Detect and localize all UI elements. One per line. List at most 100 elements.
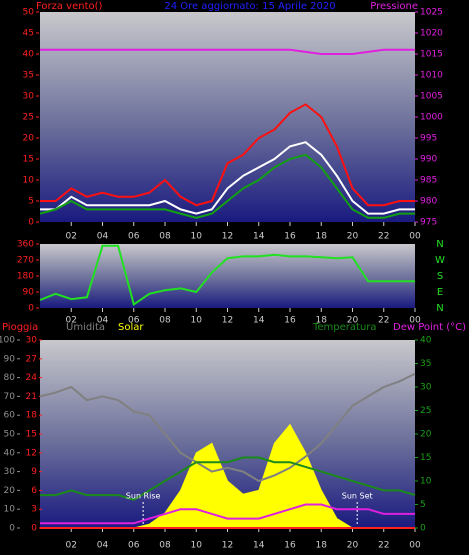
series-line — [39, 244, 415, 307]
y-tick-label: 1025 — [420, 8, 443, 18]
annotation-label: Sun Set — [342, 492, 373, 501]
y-tick-label: 30 — [420, 383, 432, 393]
x-tick-label: 18 — [316, 232, 328, 242]
series-line — [39, 153, 415, 219]
y-tick-label: 1015 — [420, 50, 443, 60]
x-tick-label: 10 — [191, 541, 203, 551]
direction-label: N — [436, 239, 443, 250]
y-tick-label: 1020 — [420, 29, 443, 39]
y-tick-label: 80 — [4, 373, 16, 383]
x-tick-label: 02 — [66, 316, 77, 326]
x-tick-label: 08 — [159, 316, 171, 326]
y-tick-label: 10 — [420, 477, 432, 487]
x-tick-label: 12 — [222, 316, 233, 326]
x-tick-label: 02 — [66, 541, 77, 551]
y-tick-label: 360 — [17, 240, 34, 250]
y-tick-label: 0 — [31, 524, 37, 534]
x-tick-label: 06 — [128, 541, 140, 551]
y-tick-label: 20 — [420, 430, 432, 440]
y-tick-label: 975 — [420, 218, 437, 228]
x-tick-label: 08 — [159, 541, 171, 551]
y-tick-label: 24 — [26, 373, 38, 383]
legend-entry: Temperatura — [312, 322, 377, 333]
x-tick-label: 14 — [253, 232, 265, 242]
y-tick-label: 20 — [4, 486, 16, 496]
y-tick-label: 3 — [31, 505, 37, 515]
x-tick-label: 14 — [253, 541, 265, 551]
x-tick-label: 04 — [97, 316, 109, 326]
y-tick-label: 40 — [23, 50, 35, 60]
plot-area — [40, 244, 415, 308]
y-tick-label: 45 — [23, 29, 34, 39]
x-tick-label: 18 — [316, 541, 328, 551]
direction-label: E — [437, 287, 443, 298]
y-tick-label: 990 — [420, 155, 437, 165]
y-tick-label: 1005 — [420, 92, 443, 102]
y-tick-label: 20 — [23, 134, 35, 144]
y-tick-label: 25 — [23, 113, 34, 123]
chart-title: 24 Ore aggiornato: 15 Aprile 2020 — [164, 1, 335, 12]
x-tick-label: 16 — [284, 232, 296, 242]
y-tick-label: 50 — [4, 430, 16, 440]
x-tick-label: 12 — [222, 232, 233, 242]
series-line — [40, 503, 415, 525]
y-tick-label: 15 — [420, 453, 431, 463]
annotation-label: Sun Rise — [126, 492, 161, 501]
x-tick-label: 00 — [409, 232, 421, 242]
y-tick-label: 10 — [23, 176, 35, 186]
y-tick-label: 50 — [23, 8, 35, 18]
legend-entry: Solar — [118, 322, 144, 333]
y-tick-label: 1000 — [420, 113, 443, 123]
plot-area — [40, 12, 415, 222]
y-tick-label: 6 — [31, 486, 37, 496]
y-tick-label: 10 — [4, 505, 16, 515]
y-tick-label: 100 — [0, 336, 15, 346]
x-tick-label: 20 — [347, 541, 359, 551]
x-tick-label: 06 — [128, 232, 140, 242]
series-line — [40, 456, 416, 501]
x-tick-label: 10 — [191, 316, 203, 326]
y-tick-label: 995 — [420, 134, 437, 144]
x-tick-label: 18 — [316, 316, 328, 326]
y-tick-label: 0 — [9, 524, 15, 534]
direction-label: N — [436, 303, 443, 314]
x-tick-label: 12 — [222, 541, 233, 551]
y-tick-label: 21 — [26, 392, 37, 402]
x-tick-label: 08 — [159, 232, 171, 242]
y-tick-label: 0 — [420, 524, 426, 534]
y-tick-label: 9 — [31, 467, 37, 477]
legend-entry: Umidita — [66, 322, 105, 333]
y-tick-label: 40 — [420, 336, 432, 346]
y-tick-label: 180 — [17, 272, 34, 282]
x-tick-label: 22 — [378, 232, 389, 242]
y-tick-label: 40 — [4, 448, 16, 458]
left-axis-title: Forza vento() — [36, 1, 103, 12]
y-tick-label: 25 — [420, 406, 431, 416]
x-tick-label: 00 — [409, 316, 421, 326]
y-tick-label: 30 — [4, 467, 16, 477]
direction-label: S — [437, 271, 443, 282]
y-tick-label: 30 — [23, 92, 35, 102]
series-line — [40, 103, 415, 207]
y-tick-label: 60 — [4, 411, 16, 421]
series-line — [40, 141, 415, 215]
x-tick-label: 06 — [128, 316, 140, 326]
y-tick-label: 35 — [420, 359, 431, 369]
x-tick-label: 04 — [97, 232, 109, 242]
x-tick-label: 20 — [347, 316, 359, 326]
y-tick-label: 985 — [420, 176, 437, 186]
x-tick-label: 04 — [97, 541, 109, 551]
y-tick-label: 70 — [4, 392, 16, 402]
legend-entry: Pioggia — [2, 322, 38, 333]
y-tick-label: 1010 — [420, 71, 443, 81]
y-tick-label: 980 — [420, 197, 437, 207]
y-tick-label: 5 — [420, 500, 426, 510]
x-tick-label: 02 — [66, 232, 77, 242]
legend-entry: Dew Point (°C) — [393, 322, 466, 333]
y-tick-label: 5 — [28, 197, 34, 207]
y-tick-label: 0 — [28, 304, 34, 314]
x-tick-label: 14 — [253, 316, 265, 326]
y-tick-label: 15 — [23, 155, 34, 165]
y-tick-label: 18 — [26, 411, 38, 421]
